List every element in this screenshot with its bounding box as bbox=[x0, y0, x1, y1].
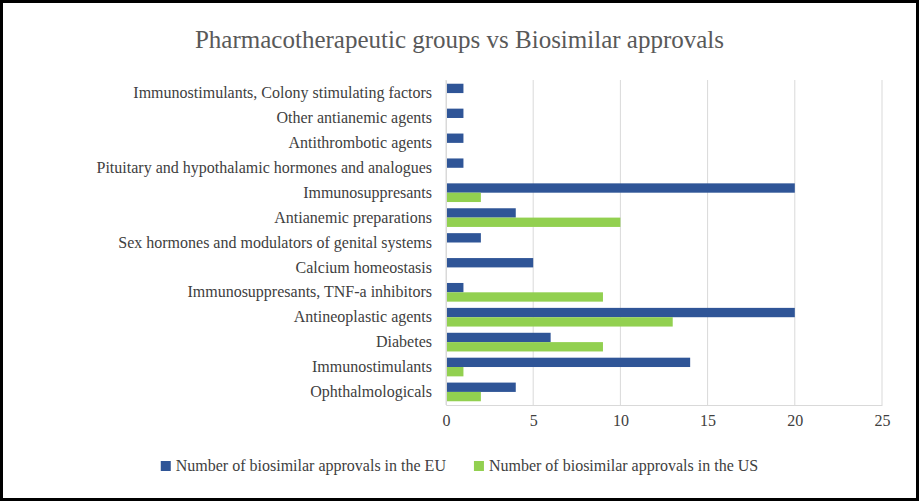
bar bbox=[446, 367, 463, 376]
bar bbox=[446, 134, 463, 143]
x-tick-label: 10 bbox=[613, 412, 629, 429]
x-tick: 25 bbox=[875, 405, 891, 429]
y-tick-label: Antineoplastic agents bbox=[294, 308, 432, 326]
bar bbox=[446, 292, 603, 301]
y-tick-label: Other antianemic agents bbox=[277, 109, 433, 127]
legend-label: Number of biosimilar approvals in the EU bbox=[176, 457, 447, 475]
y-tick: Diabetes bbox=[376, 333, 446, 350]
legend: Number of biosimilar approvals in the EU… bbox=[161, 457, 758, 475]
y-tick: Calcium homeostasis bbox=[296, 259, 446, 276]
x-axis-line bbox=[447, 405, 883, 406]
bar bbox=[446, 258, 533, 267]
bar bbox=[446, 218, 620, 227]
bars bbox=[446, 84, 795, 402]
bar bbox=[446, 109, 463, 118]
y-tick: Immunostimulants, Colony stimulating fac… bbox=[133, 84, 446, 102]
bar bbox=[446, 392, 481, 401]
x-axis: 0 5 10 15 20 25 bbox=[443, 405, 891, 429]
legend-item: Number of biosimilar approvals in the EU bbox=[161, 457, 447, 475]
plot: 0 5 10 15 20 25 Immunostimulants, Colony stimu… bbox=[97, 80, 891, 429]
grid-line bbox=[533, 80, 534, 405]
grid-line bbox=[794, 80, 795, 405]
y-tick-label: Ophthalmologicals bbox=[310, 383, 432, 401]
y-tick: Antithrombotic agents bbox=[288, 134, 446, 152]
grid-line bbox=[882, 80, 883, 405]
y-tick: Sex hormones and modulators of genital s… bbox=[118, 234, 446, 252]
bar bbox=[446, 358, 690, 367]
bar bbox=[446, 84, 463, 93]
series bbox=[446, 84, 795, 392]
grid-line bbox=[620, 80, 621, 405]
x-tick-label: 15 bbox=[700, 412, 716, 429]
y-axis: Immunostimulants, Colony stimulating fac… bbox=[97, 81, 447, 406]
y-tick: Immunostimulants bbox=[312, 358, 446, 375]
y-tick: Ophthalmologicals bbox=[310, 383, 446, 401]
x-tick: 15 bbox=[700, 405, 716, 429]
legend-swatch bbox=[161, 461, 171, 471]
legend-item: Number of biosimilar approvals in the US bbox=[474, 457, 758, 475]
y-tick: Other antianemic agents bbox=[277, 109, 447, 127]
y-axis-line bbox=[446, 81, 447, 406]
y-tick-label: Immunosuppresants, TNF-a inhibitors bbox=[187, 283, 432, 301]
legend-swatch bbox=[474, 461, 484, 471]
bar bbox=[446, 233, 481, 242]
bar bbox=[446, 183, 795, 192]
bar bbox=[446, 342, 603, 351]
bar bbox=[446, 308, 795, 317]
chart: Pharmacotherapeutic groups vs Biosimilar… bbox=[0, 0, 919, 501]
x-tick-label: 20 bbox=[787, 412, 803, 429]
legend-label: Number of biosimilar approvals in the US bbox=[489, 457, 758, 475]
bar bbox=[446, 208, 516, 217]
x-tick: 5 bbox=[530, 405, 538, 429]
grid bbox=[446, 80, 882, 405]
grid-line bbox=[446, 80, 447, 405]
y-tick: Antianemic preparations bbox=[274, 209, 446, 227]
x-tick: 0 bbox=[443, 405, 451, 429]
y-tick-label: Diabetes bbox=[376, 333, 432, 350]
x-tick: 20 bbox=[787, 405, 803, 429]
y-tick-label: Immunostimulants, Colony stimulating fac… bbox=[133, 84, 432, 102]
bar bbox=[446, 383, 516, 392]
bar bbox=[446, 333, 551, 342]
y-tick-label: Sex hormones and modulators of genital s… bbox=[118, 234, 432, 252]
title: Pharmacotherapeutic groups vs Biosimilar… bbox=[195, 26, 724, 53]
y-tick-label: Immunosuppresants bbox=[303, 184, 432, 202]
y-tick-label: Antithrombotic agents bbox=[288, 134, 432, 152]
y-tick-label: Antianemic preparations bbox=[274, 209, 432, 227]
chart-frame bbox=[2, 2, 918, 500]
grid-line bbox=[707, 80, 708, 405]
y-tick-label: Immunostimulants bbox=[312, 358, 432, 375]
y-tick: Antineoplastic agents bbox=[294, 308, 446, 326]
x-tick-label: 25 bbox=[875, 412, 891, 429]
y-tick: Immunosuppresants, TNF-a inhibitors bbox=[187, 283, 446, 301]
y-tick: Immunosuppresants bbox=[303, 184, 446, 202]
bar bbox=[446, 158, 463, 167]
x-tick-label: 5 bbox=[530, 412, 538, 429]
y-tick-label: Calcium homeostasis bbox=[296, 259, 432, 276]
x-tick-label: 0 bbox=[443, 412, 451, 429]
bar bbox=[446, 317, 673, 326]
bar bbox=[446, 193, 481, 202]
bar bbox=[446, 283, 463, 292]
y-tick-label: Pituitary and hypothalamic hormones and … bbox=[97, 159, 432, 177]
series bbox=[446, 193, 673, 402]
x-tick: 10 bbox=[613, 405, 629, 429]
y-tick: Pituitary and hypothalamic hormones and … bbox=[97, 159, 446, 177]
